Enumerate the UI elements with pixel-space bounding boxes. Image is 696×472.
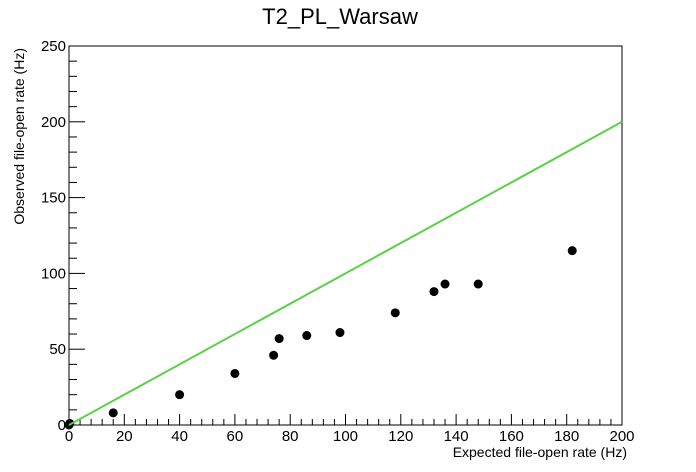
data-point [390,308,400,318]
data-point [269,350,279,360]
data-point [567,246,577,256]
y-axis: 0 50 100 150 200 250 [41,38,85,434]
x-tick-label: 180 [554,428,579,445]
data-point [429,287,439,297]
x-axis-label: Expected file-open rate (Hz) [453,444,627,460]
y-tick-label: 0 [58,417,66,434]
data-point [473,279,483,289]
y-axis-label: Observed file-open rate (Hz) [11,48,27,225]
x-tick-label: 120 [388,428,413,445]
x-tick-label: 100 [333,428,358,445]
x-tick-label: 40 [171,428,188,445]
x-tick-label: 80 [282,428,299,445]
x-axis: 0 20 40 60 80 100 120 140 160 180 200 [65,414,635,445]
series-layer [64,120,623,430]
chart-title: T2_PL_Warsaw [262,4,418,29]
x-tick-label: 160 [499,428,524,445]
y-tick-label: 250 [41,38,66,55]
data-point [175,390,185,400]
data-point [274,334,284,344]
data-point [302,331,312,341]
y-tick-label: 100 [41,265,66,282]
x-tick-label: 60 [227,428,244,445]
x-tick-label: 20 [116,428,133,445]
data-point [108,408,118,418]
y-tick-label: 150 [41,190,66,207]
y-tick-label: 200 [41,114,66,131]
x-tick-label: 140 [444,428,469,445]
data-point [335,328,345,338]
y-tick-label: 50 [49,341,66,358]
x-tick-label: 0 [65,428,73,445]
reference-line [68,120,623,426]
data-point [230,368,240,378]
plot-frame [68,45,623,426]
x-tick-label: 200 [609,428,634,445]
data-point [440,279,450,289]
